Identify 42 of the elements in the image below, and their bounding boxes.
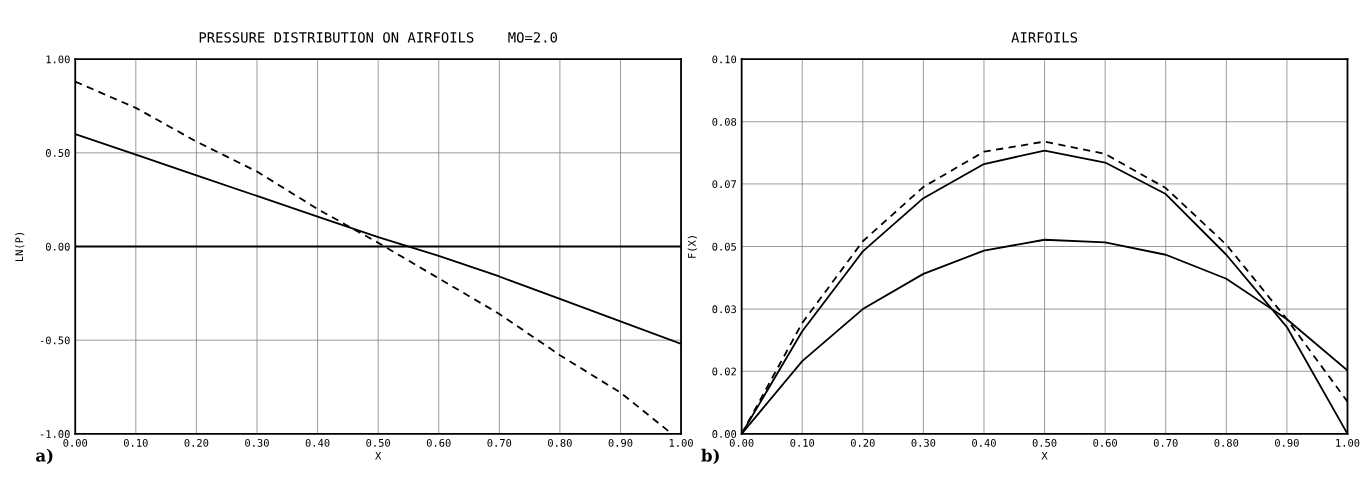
y-tick-label: 0.10 bbox=[712, 55, 737, 64]
y-tick-label: 0.08 bbox=[712, 117, 737, 126]
y-tick-label: 0.50 bbox=[45, 149, 70, 157]
y-axis-title: LN(P) bbox=[15, 232, 25, 262]
y-tick-label: 0.00 bbox=[45, 242, 70, 251]
text: a) bbox=[36, 448, 53, 465]
y-tick-label: 0.00 bbox=[712, 430, 737, 438]
x-tick-label: 1.00 bbox=[669, 438, 693, 447]
x-tick-label: 0.50 bbox=[366, 438, 391, 447]
text: b) bbox=[701, 448, 719, 465]
y-axis-title: F(X) bbox=[687, 236, 698, 258]
x-tick-label: 0.10 bbox=[790, 438, 815, 447]
x-tick-label: 0.30 bbox=[911, 438, 936, 447]
x-tick-label: 0.00 bbox=[63, 438, 88, 447]
x-tick-label: 0.90 bbox=[608, 438, 633, 447]
x-tick-label: 0.70 bbox=[487, 438, 512, 447]
x-axis-title: X bbox=[375, 451, 382, 460]
x-tick-label: 0.30 bbox=[245, 438, 269, 447]
y-tick-label: 0.05 bbox=[712, 242, 736, 251]
x-tick-label: 0.60 bbox=[426, 438, 451, 447]
x-tick-label: 0.10 bbox=[123, 438, 148, 447]
chart-title: PRESSURE DISTRIBUTION ON AIRFOILS MO=2.0 bbox=[199, 32, 558, 43]
x-tick-label: 0.20 bbox=[184, 438, 209, 447]
x-tick-label: 0.60 bbox=[1093, 438, 1118, 447]
x-axis-title: X bbox=[1041, 451, 1048, 460]
x-tick-label: 0.70 bbox=[1153, 438, 1178, 447]
x-tick-label: 0.80 bbox=[1214, 438, 1239, 447]
x-tick-label: 0.40 bbox=[972, 438, 996, 447]
x-tick-label: 0.50 bbox=[1032, 438, 1057, 447]
chart-title: AIRFOILS bbox=[1011, 32, 1078, 43]
x-tick-label: 1.00 bbox=[1336, 438, 1360, 447]
y-tick-label: 1.00 bbox=[46, 55, 70, 64]
y-tick-label: 0.02 bbox=[712, 367, 736, 376]
y-tick-label: 0.03 bbox=[712, 305, 737, 314]
x-tick-label: 0.00 bbox=[729, 438, 754, 447]
y-tick-label: -0.50 bbox=[40, 336, 70, 345]
x-tick-label: 0.90 bbox=[1275, 438, 1299, 447]
x-tick-label: 0.40 bbox=[305, 438, 330, 447]
y-tick-label: 0.07 bbox=[712, 180, 737, 189]
y-tick-label: -1.00 bbox=[40, 430, 70, 438]
x-tick-label: 0.20 bbox=[850, 438, 875, 447]
x-tick-label: 0.80 bbox=[548, 438, 572, 447]
